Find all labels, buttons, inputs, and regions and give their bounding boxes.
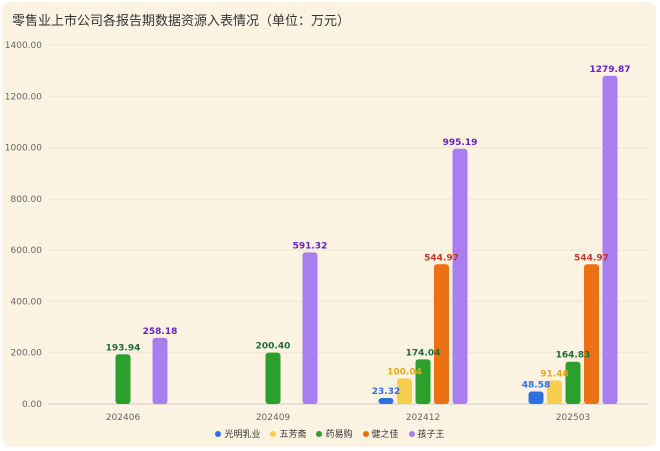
x-tick-label: 202412	[406, 413, 440, 423]
data-label: 591.32	[293, 241, 328, 251]
bar	[602, 75, 618, 405]
legend-item[interactable]: 五芳斋	[270, 427, 306, 440]
legend-dot-icon	[215, 430, 222, 437]
bar	[152, 337, 168, 404]
y-tick-label: 1000.00	[5, 144, 42, 154]
data-label: 200.40	[256, 342, 291, 352]
bar	[115, 354, 131, 404]
bar	[565, 361, 581, 404]
data-label: 1279.87	[590, 65, 631, 75]
legend-dot-icon	[362, 430, 369, 437]
grid-lines	[48, 44, 648, 405]
data-label: 91.46	[540, 370, 568, 380]
y-tick-label: 600.00	[11, 246, 43, 256]
data-label: 174.04	[406, 348, 441, 358]
y-tick-label: 1200.00	[5, 92, 42, 102]
legend-item[interactable]: 光明乳业	[215, 427, 260, 440]
x-tick-label: 202503	[556, 413, 590, 423]
bar	[397, 378, 412, 404]
bars	[115, 75, 618, 405]
bar	[528, 391, 544, 404]
y-axis: 0.00 200.00 400.00 600.00 800.00 1000.00 1200.…	[5, 41, 42, 410]
legend-label: 药易购	[325, 430, 353, 440]
legend-label: 健之佳	[371, 430, 399, 440]
bar	[584, 264, 599, 404]
data-label: 100.04	[387, 367, 422, 377]
data-label: 544.97	[574, 253, 609, 263]
y-tick-label: 400.00	[11, 297, 43, 307]
data-label: 164.83	[556, 351, 591, 361]
legend-item[interactable]: 孩子王	[408, 427, 445, 440]
legend-dot-icon	[316, 430, 323, 437]
bar	[302, 252, 318, 404]
data-label: 995.19	[443, 138, 478, 148]
legend-dot-icon	[408, 430, 415, 437]
data-label: 48.58	[522, 381, 550, 391]
bar	[452, 148, 468, 404]
y-tick-label: 800.00	[11, 195, 43, 205]
legend-label: 五芳斋	[279, 430, 307, 440]
data-label: 23.32	[372, 387, 400, 397]
bar	[265, 352, 281, 404]
bar	[434, 264, 449, 404]
bar	[378, 398, 394, 404]
bar	[547, 380, 562, 404]
data-label: 544.97	[424, 253, 459, 263]
bar	[415, 359, 431, 404]
legend-label: 孩子王	[417, 430, 445, 440]
y-tick-label: 200.00	[11, 349, 43, 359]
chart-title: 零售业上市公司各报告期数据资源入表情况（单位：万元）	[12, 14, 351, 29]
x-axis: 202406 202409 202412 202503	[106, 413, 590, 423]
legend-item[interactable]: 药易购	[316, 427, 353, 440]
x-tick-label: 202409	[256, 413, 291, 423]
y-tick-label: 1400.00	[5, 41, 42, 51]
data-label: 258.18	[143, 327, 178, 337]
chart-card	[2, 2, 656, 447]
y-tick-label: 0.00	[22, 400, 42, 410]
legend-label: 光明乳业	[224, 430, 261, 440]
legend-dot-icon	[270, 430, 277, 437]
x-tick-label: 202406	[106, 413, 141, 423]
legend: 光明乳业 五芳斋 药易购 健之佳 孩子王	[0, 427, 660, 440]
data-label: 193.94	[106, 343, 141, 353]
legend-item[interactable]: 健之佳	[362, 427, 399, 440]
